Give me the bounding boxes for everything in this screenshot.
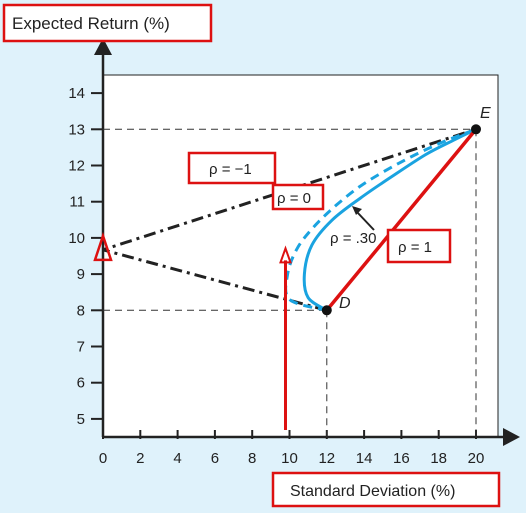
x-tick-label-16: 16 (393, 450, 410, 467)
y-tick-label-11: 11 (69, 194, 85, 211)
x-tick-label-12: 12 (318, 450, 335, 467)
x-axis-label: Standard Deviation (%) (290, 483, 455, 500)
x-tick-label-18: 18 (430, 450, 447, 467)
rho-030-label: ρ = .30 (330, 230, 376, 247)
point-e (471, 124, 481, 134)
y-axis-label: Expected Return (%) (12, 14, 170, 33)
y-tick-label-10: 10 (68, 230, 85, 247)
x-tick-label-14: 14 (356, 450, 373, 467)
point-d-label: D (339, 295, 351, 312)
x-tick-label-6: 6 (211, 450, 219, 467)
y-tick-label-5: 5 (77, 411, 85, 428)
x-tick-label-4: 4 (173, 450, 181, 467)
x-axis-arrow (503, 428, 520, 446)
rho-1-label: ρ = 1 (398, 239, 432, 256)
x-tick-label-2: 2 (136, 450, 144, 467)
rho-0-label: ρ = 0 (277, 190, 311, 207)
y-tick-label-7: 7 (77, 339, 85, 356)
y-tick-label-14: 14 (68, 85, 85, 102)
y-tick-label-13: 13 (68, 121, 85, 138)
y-tick-label-12: 12 (68, 158, 85, 175)
y-tick-label-6: 6 (77, 375, 85, 392)
point-e-label: E (480, 105, 491, 122)
x-tick-label-8: 8 (248, 450, 256, 467)
x-tick-label-0: 0 (99, 450, 107, 467)
y-tick-label-9: 9 (77, 266, 85, 283)
rho-neg1-label: ρ = −1 (209, 161, 252, 178)
y-tick-label-8: 8 (77, 302, 85, 319)
point-d (322, 305, 332, 315)
x-tick-label-20: 20 (468, 450, 485, 467)
x-tick-label-10: 10 (281, 450, 298, 467)
